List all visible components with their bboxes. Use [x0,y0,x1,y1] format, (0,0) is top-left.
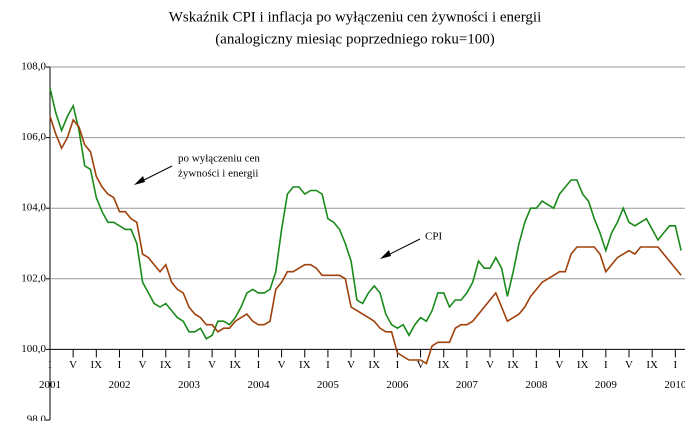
x-tick-label: V [208,359,216,371]
y-tick-label: 108,0 [21,61,46,73]
annotation: po wyłączeniu cen [178,153,260,165]
year-label: 2002 [108,379,130,391]
year-label: 2010 [664,379,685,391]
x-tick-label: IX [229,359,241,371]
year-label: 2009 [595,379,618,391]
x-tick-label: IX [507,359,519,371]
x-tick-label: V [69,359,77,371]
y-tick-label: 98,0 [27,414,47,421]
year-label: 2001 [39,379,61,391]
x-tick-label: V [347,359,355,371]
x-tick-label: I [604,359,608,371]
year-label: 2008 [525,379,548,391]
x-tick-label: V [486,359,494,371]
x-tick-label: V [278,359,286,371]
x-tick-label: IX [160,359,172,371]
arrow-head [134,176,145,185]
y-tick-label: 102,0 [21,272,46,284]
x-tick-label: IX [577,359,589,371]
x-tick-label: I [396,359,400,371]
x-tick-label: IX [91,359,103,371]
chart-subtitle: (analogiczny miesiąc poprzedniego roku=1… [215,31,495,47]
x-tick-label: I [257,359,261,371]
series-line [49,116,682,365]
x-tick-label: I [118,359,122,371]
x-tick-label: I [673,359,677,371]
x-tick-label: I [326,359,330,371]
year-label: 2006 [386,379,409,391]
y-tick-label: 106,0 [21,131,46,143]
x-tick-label: I [48,359,52,371]
year-label: 2007 [456,379,479,391]
y-tick-label: 104,0 [21,202,46,214]
y-tick-label: 100,0 [21,343,46,355]
series-line [49,88,682,340]
year-label: 2005 [317,379,340,391]
x-tick-label: IX [299,359,311,371]
x-tick-label: IX [438,359,450,371]
year-label: 2004 [247,379,270,391]
chart-title: Wskaźnik CPI i inflacja po wyłączeniu ce… [169,9,542,25]
x-tick-label: V [625,359,633,371]
annotation: żywności i energii [178,168,258,180]
x-tick-label: V [139,359,147,371]
x-tick-label: IX [646,359,658,371]
x-tick-label: I [187,359,191,371]
x-tick-label: V [556,359,564,371]
x-tick-label: I [465,359,469,371]
x-tick-label: V [417,359,425,371]
x-tick-label: IX [368,359,380,371]
x-tick-label: I [535,359,539,371]
year-label: 2003 [178,379,201,391]
annotation: CPI [425,231,442,243]
arrow-head [380,250,391,259]
